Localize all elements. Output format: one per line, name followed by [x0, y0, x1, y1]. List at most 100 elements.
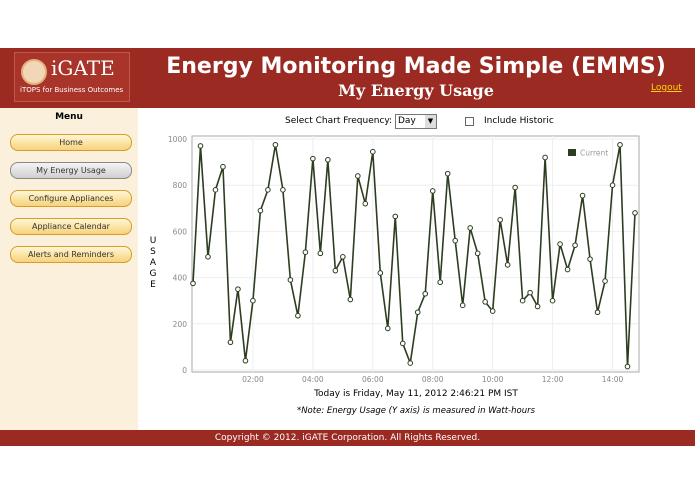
- data-point: [467, 225, 473, 231]
- data-point: [474, 250, 481, 257]
- y-tick-label: 400: [173, 274, 188, 283]
- data-point: [534, 303, 541, 310]
- data-point: [310, 155, 316, 162]
- data-point: [609, 182, 616, 188]
- data-point: [287, 277, 294, 283]
- data-point: [302, 249, 309, 255]
- y-tick-label: 800: [173, 181, 188, 190]
- data-point: [399, 340, 406, 347]
- data-point: [369, 148, 376, 155]
- data-point: [384, 325, 391, 332]
- legend-swatch: [568, 149, 576, 156]
- historic-checkbox[interactable]: [465, 117, 474, 126]
- data-point: [295, 312, 301, 319]
- y-tick-label: 0: [182, 366, 187, 375]
- x-tick-label: 06:00: [362, 375, 384, 384]
- page-subtitle: My Energy Usage: [338, 81, 494, 100]
- data-point: [205, 254, 211, 260]
- data-point: [602, 278, 608, 284]
- footer-text: Copyright © 2012. iGATE Corporation. All…: [214, 433, 481, 443]
- data-point: [212, 187, 219, 193]
- data-point: [504, 262, 511, 268]
- data-point: [512, 184, 518, 191]
- menu-button[interactable]: Appliance Calendar: [10, 218, 132, 235]
- data-point: [325, 156, 331, 163]
- data-point: [482, 299, 488, 305]
- historic-label: Include Historic: [484, 116, 554, 126]
- data-point: [242, 357, 249, 364]
- data-point: [377, 270, 384, 276]
- data-point: [549, 297, 556, 304]
- series-line: [192, 144, 636, 367]
- data-point: [362, 200, 369, 207]
- x-tick-label: 14:00: [602, 375, 624, 384]
- y-tick-label: 200: [173, 320, 188, 329]
- data-point: [422, 290, 429, 297]
- app-title: Energy Monitoring Made Simple (EMMS): [166, 54, 666, 79]
- data-point: [280, 187, 286, 193]
- data-point: [527, 289, 533, 296]
- x-tick-label: 12:00: [542, 375, 564, 384]
- data-point: [594, 309, 601, 316]
- logo-tagline: iTOPS for Business Outcomes: [20, 86, 124, 94]
- sidebar: Menu Home My Energy Usage Configure Applia…: [0, 108, 138, 430]
- x-tick-label: 04:00: [302, 375, 324, 384]
- data-point: [407, 360, 414, 366]
- y-axis-label: USAGE: [148, 236, 158, 291]
- menu-title: Menu: [55, 112, 83, 122]
- data-point: [250, 297, 256, 304]
- data-point: [564, 266, 571, 273]
- logout-link[interactable]: Logout: [651, 83, 682, 93]
- data-point: [220, 163, 226, 170]
- data-point: [624, 363, 631, 370]
- data-point: [272, 141, 279, 148]
- data-point: [414, 309, 421, 316]
- data-point: [332, 267, 339, 274]
- frequency-select[interactable]: Day ▼: [395, 114, 437, 129]
- data-point: [392, 213, 399, 220]
- x-tick-label: 02:00: [242, 375, 264, 384]
- frequency-value: Day: [398, 116, 416, 126]
- data-point: [317, 250, 324, 257]
- legend-label: Current: [580, 149, 608, 158]
- note-text: *Note: Energy Usage (Y axis) is measured…: [296, 406, 536, 416]
- data-point: [347, 296, 354, 303]
- data-point: [497, 217, 503, 223]
- data-point: [632, 210, 638, 216]
- logo-emblem: [21, 59, 47, 85]
- y-tick-label: 1000: [168, 135, 187, 144]
- data-point: [429, 188, 436, 194]
- menu-button[interactable]: Configure Appliances: [10, 190, 132, 207]
- data-point: [340, 254, 346, 260]
- menu-button[interactable]: My Energy Usage: [10, 162, 132, 179]
- frequency-label: Select Chart Frequency:: [285, 116, 393, 126]
- data-point: [452, 237, 459, 244]
- data-point: [587, 256, 593, 262]
- data-point: [489, 308, 496, 314]
- data-point: [557, 241, 563, 247]
- data-point: [437, 279, 444, 286]
- logo-text: iGATE: [51, 56, 115, 80]
- data-point: [459, 302, 466, 309]
- data-point: [355, 173, 361, 179]
- x-tick-label: 10:00: [482, 375, 504, 384]
- data-point: [235, 286, 241, 292]
- data-point: [542, 154, 548, 161]
- x-tick-label: 08:00: [422, 375, 444, 384]
- footer: Copyright © 2012. iGATE Corporation. All…: [0, 430, 695, 446]
- data-point: [519, 297, 526, 304]
- menu-button[interactable]: Home: [10, 134, 132, 151]
- menu-button[interactable]: Alerts and Reminders: [10, 246, 132, 263]
- y-tick-label: 600: [173, 227, 188, 236]
- data-point: [265, 187, 271, 193]
- data-point: [257, 207, 264, 214]
- status-text: Today is Friday, May 11, 2012 2:46:21 PM…: [314, 389, 518, 399]
- data-point: [572, 242, 578, 249]
- data-point: [190, 280, 196, 287]
- select-arrow: ▼: [425, 115, 436, 128]
- data-point: [444, 170, 451, 177]
- logo: iGATE iTOPS for Business Outcomes: [14, 52, 130, 102]
- data-point: [197, 143, 204, 149]
